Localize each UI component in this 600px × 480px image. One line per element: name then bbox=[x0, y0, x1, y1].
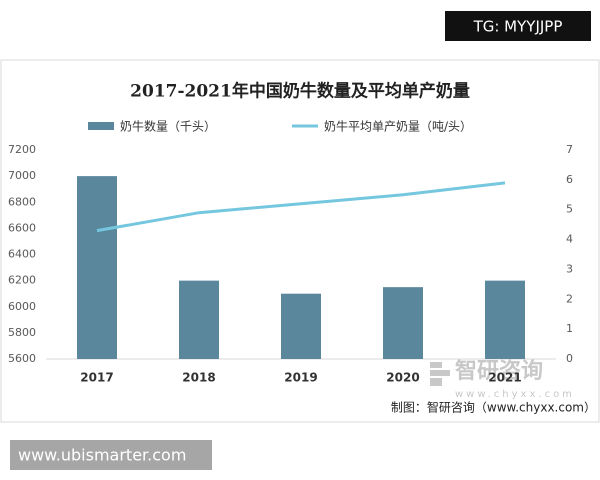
y2-tick-label: 3 bbox=[566, 262, 573, 275]
y-tick-label: 6600 bbox=[8, 221, 36, 234]
source: 制图：智研咨询（www.chyxx.com） bbox=[391, 400, 596, 415]
y2-tick-label: 6 bbox=[566, 173, 573, 186]
bar bbox=[281, 293, 321, 359]
y-tick-label: 5800 bbox=[8, 326, 36, 339]
x-tick-label: 2020 bbox=[386, 371, 419, 385]
legend-label: 奶牛数量（千头） bbox=[120, 119, 216, 134]
site: www.ubismarter.com bbox=[18, 446, 186, 465]
y2-tick-label: 2 bbox=[566, 292, 573, 305]
watermark-name: 智研咨询 bbox=[455, 358, 543, 384]
y-tick-label: 7000 bbox=[8, 169, 36, 182]
y2-tick-label: 7 bbox=[566, 143, 573, 156]
bar bbox=[485, 280, 525, 359]
bar bbox=[179, 280, 219, 359]
watermark-icon bbox=[430, 362, 450, 386]
chart-title: 2017-2021年中国奶牛数量及平均单产奶量 bbox=[130, 81, 470, 102]
watermark-url: www.chyxx.com bbox=[455, 389, 575, 400]
y-tick-label: 7200 bbox=[8, 143, 36, 156]
y2-tick-label: 0 bbox=[566, 352, 573, 365]
bar bbox=[383, 287, 423, 359]
legend-label: 奶牛平均单产奶量（吨/头） bbox=[324, 119, 472, 134]
x-tick-label: 2017 bbox=[80, 371, 113, 385]
y2-tick-label: 4 bbox=[566, 233, 573, 246]
y-tick-label: 6800 bbox=[8, 195, 36, 208]
site-box bbox=[10, 440, 212, 470]
y2-tick-label: 5 bbox=[566, 203, 573, 216]
y-tick-label: 5600 bbox=[8, 352, 36, 365]
x-tick-label: 2018 bbox=[182, 371, 215, 385]
y-tick-label: 6400 bbox=[8, 248, 36, 261]
y-tick-label: 6200 bbox=[8, 274, 36, 287]
line bbox=[96, 181, 506, 233]
x-tick-label: 2021 bbox=[488, 371, 521, 385]
y-tick-label: 6000 bbox=[8, 300, 36, 313]
bar bbox=[77, 176, 117, 359]
legend-swatch bbox=[88, 122, 114, 130]
y2-tick-label: 1 bbox=[566, 322, 573, 335]
tag-box bbox=[445, 11, 591, 41]
x-tick-label: 2019 bbox=[284, 371, 317, 385]
tag: TG: MYYJJPP bbox=[473, 18, 563, 36]
